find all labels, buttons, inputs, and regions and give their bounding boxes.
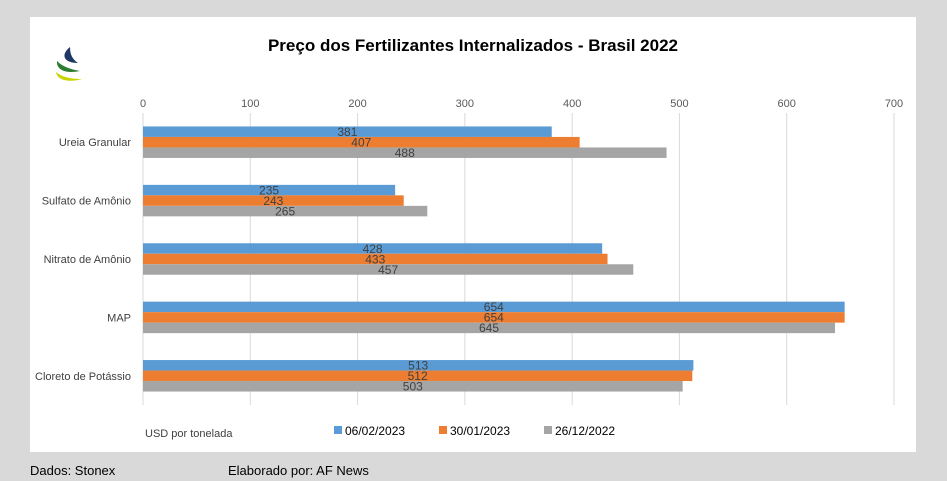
x-tick-label: 100 <box>241 98 259 110</box>
x-tick-label: 700 <box>885 98 903 110</box>
category-label: Nitrato de Amônio <box>44 254 131 266</box>
bar <box>143 301 845 313</box>
bar <box>143 184 396 196</box>
category-labels: Ureia Granular Sulfato de Amônio Nitrato d… <box>35 137 131 383</box>
category-label: Sulfato de Amônio <box>42 196 131 208</box>
data-label: 428 <box>363 242 383 256</box>
data-label: 433 <box>365 252 385 266</box>
data-label: 381 <box>337 125 357 139</box>
x-tick-label: 500 <box>670 98 688 110</box>
data-label: 488 <box>395 146 415 160</box>
data-label: 235 <box>259 183 279 197</box>
bar <box>143 147 667 158</box>
bar <box>143 243 603 254</box>
chart-title: Preço dos Fertilizantes Internalizados -… <box>268 36 678 55</box>
bars <box>143 126 845 392</box>
legend-label: 06/02/2023 <box>345 424 405 438</box>
data-label: 654 <box>484 311 504 325</box>
bar <box>143 205 428 217</box>
data-label: 513 <box>408 359 428 373</box>
chart-panel: Preço dos Fertilizantes Internalizados -… <box>30 17 916 452</box>
bar <box>143 126 552 137</box>
legend-swatch <box>334 426 342 434</box>
legend-label: 30/01/2023 <box>450 424 510 438</box>
bar <box>143 381 683 392</box>
bar <box>143 370 693 382</box>
category-label: Cloreto de Potássio <box>35 371 131 383</box>
x-tick-label: 0 <box>140 98 146 110</box>
brand-logo <box>56 47 82 81</box>
bar <box>143 264 634 275</box>
data-labels: 3814074882352432654284334576546546455135… <box>259 125 504 394</box>
data-label: 457 <box>378 263 398 277</box>
bar <box>143 253 608 265</box>
bar <box>143 195 404 206</box>
bar <box>143 136 580 148</box>
data-label: 503 <box>403 380 423 394</box>
legend: 06/02/2023 30/01/2023 26/12/2022 <box>334 424 615 438</box>
data-label: 407 <box>351 135 371 149</box>
bar <box>143 312 845 323</box>
x-tick-label: 300 <box>456 98 474 110</box>
data-label: 645 <box>479 321 499 335</box>
author-note: Elaborado por: AF News <box>228 463 369 478</box>
category-label: MAP <box>107 312 131 324</box>
category-label: Ureia Granular <box>59 137 131 149</box>
data-label: 265 <box>275 204 295 218</box>
bar <box>143 322 835 334</box>
data-label: 243 <box>263 194 283 208</box>
x-tick-label: 200 <box>348 98 366 110</box>
x-tick-label: 600 <box>778 98 796 110</box>
legend-swatch <box>439 426 447 434</box>
legend-swatch <box>544 426 552 434</box>
bar <box>143 360 694 371</box>
x-tick-label: 400 <box>563 98 581 110</box>
x-axis-ticks: 0 100 200 300 400 500 600 700 <box>140 98 903 110</box>
x-axis-title: USD por tonelada <box>145 428 233 440</box>
data-label: 654 <box>484 300 504 314</box>
legend-label: 26/12/2022 <box>555 424 615 438</box>
chart: Preço dos Fertilizantes Internalizados -… <box>35 36 903 440</box>
data-source-note: Dados: Stonex <box>30 463 116 478</box>
data-label: 512 <box>408 369 428 383</box>
